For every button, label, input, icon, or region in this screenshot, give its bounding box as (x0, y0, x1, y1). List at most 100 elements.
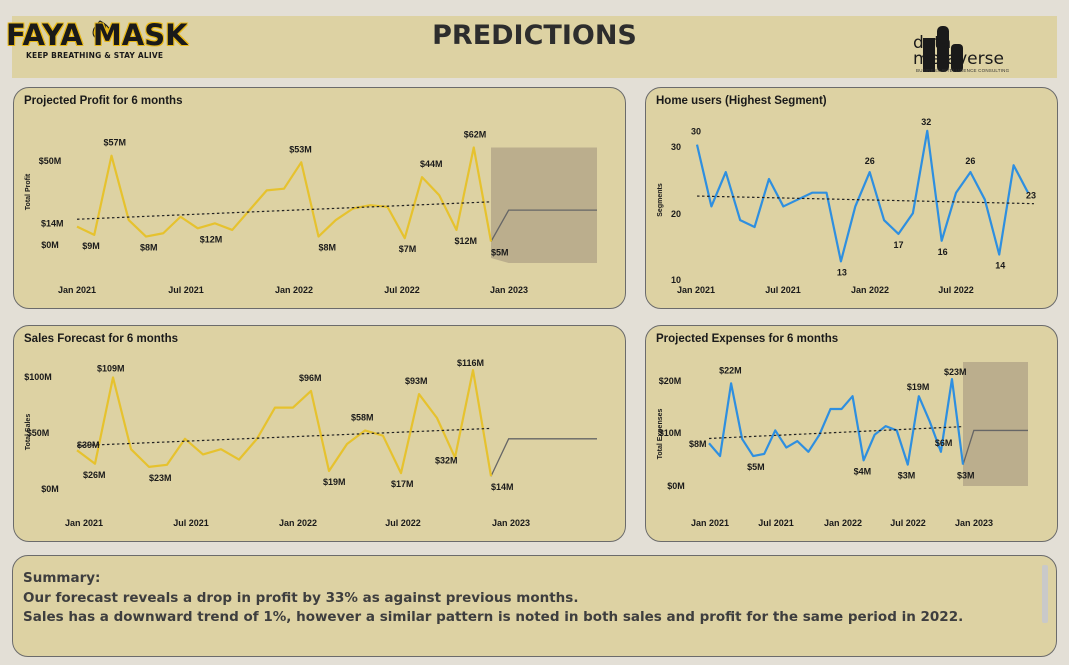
summary-heading: Summary: (23, 570, 101, 586)
data-label: 26 (965, 156, 975, 166)
x-tick-label: Jul 2022 (890, 518, 926, 528)
y-axis-title: Total Profit (25, 173, 32, 210)
expenses-chart: Total Expenses $0M $10M $20M Jan 2021 Jul 202… (657, 362, 1028, 528)
y-tick-label: $100M (24, 372, 52, 382)
profit-chart: Total Profit $0M $50M Jan 2021 Jul 2021 Jan 2… (25, 129, 597, 295)
data-label: $116M (457, 358, 484, 368)
data-label: $39M (77, 440, 100, 450)
data-label: $44M (420, 159, 443, 169)
data-label: $57M (104, 138, 127, 148)
data-label: $3M (957, 471, 975, 481)
data-label: $62M (464, 129, 487, 139)
y-tick-label: $10M (659, 428, 682, 438)
chart-title: Projected Expenses for 6 months (656, 333, 839, 345)
logo-tagline: KEEP BREATHING & STAY ALIVE (26, 51, 164, 60)
data-label: $93M (405, 376, 428, 386)
data-label: $19M (907, 382, 930, 392)
home-users-chart: Segments 10 20 30 Jan 2021 Jul 2021 Jan 2022 Ju… (657, 117, 1036, 295)
data-label: 32 (921, 117, 931, 127)
forecast-confidence-band (491, 147, 597, 263)
x-tick-label: Jan 2023 (490, 285, 528, 295)
forecast-line (962, 429, 1028, 465)
data-label: $8M (689, 439, 707, 449)
summary-line-2: Sales has a downward trend of 1%, howeve… (23, 609, 964, 625)
data-label: $58M (351, 412, 374, 422)
x-tick-label: Jan 2023 (955, 518, 993, 528)
logo-text: FAYA MASK (6, 18, 188, 52)
flame-icon (92, 20, 111, 41)
chart-title: Home users (Highest Segment) (656, 95, 827, 107)
profit-chart-panel: Projected Profit for 6 months Total Prof… (13, 87, 626, 309)
data-label: $12M (455, 236, 478, 246)
y-tick-label: $20M (659, 376, 682, 386)
summary-scrollbar[interactable] (1042, 565, 1048, 623)
x-tick-label: Jan 2022 (275, 285, 313, 295)
x-tick-label: Jan 2021 (677, 285, 715, 295)
data-label: 16 (938, 247, 948, 257)
data-label: 17 (893, 240, 903, 250)
data-label: $6M (935, 438, 953, 448)
data-label: $12M (200, 234, 223, 244)
summary-box: Summary: Our forecast reveals a drop in … (12, 555, 1057, 657)
x-tick-label: Jul 2022 (384, 285, 420, 295)
data-label: 26 (865, 156, 875, 166)
y-tick-label: $0M (41, 240, 59, 250)
x-tick-label: Jan 2022 (851, 285, 889, 295)
forecast-confidence-band (963, 362, 1028, 486)
y-tick-label: $0M (667, 481, 685, 491)
data-label: $9M (82, 241, 100, 251)
data-label: $17M (391, 479, 414, 489)
chart-title: Projected Profit for 6 months (24, 95, 183, 107)
data-label: $14M (491, 482, 514, 492)
logo-word-metaverse: metaverse (913, 49, 1004, 69)
series-line (76, 146, 493, 242)
x-tick-label: Jan 2021 (65, 518, 103, 528)
data-label: $32M (435, 456, 458, 466)
series-line (76, 369, 493, 477)
data-label: $8M (140, 243, 158, 253)
logo-word-data: data (913, 33, 952, 53)
data-label: $23M (944, 367, 967, 377)
y-axis-title: Total Expenses (657, 408, 664, 459)
x-tick-label: Jul 2021 (765, 285, 801, 295)
y-axis-title: Segments (657, 183, 664, 217)
data-label: $26M (83, 470, 106, 480)
x-tick-label: Jan 2023 (492, 518, 530, 528)
home-users-chart-panel: Home users (Highest Segment) Segments 10 2… (645, 87, 1058, 309)
x-tick-label: Jan 2022 (279, 518, 317, 528)
forecast-line (490, 438, 597, 477)
y-axis-title: Total Sales (25, 414, 32, 451)
series-line (708, 378, 965, 466)
data-label: $7M (399, 244, 417, 254)
y-tick-label: $0M (41, 484, 59, 494)
trend-line (76, 201, 492, 220)
sales-chart-panel: Sales Forecast for 6 months Total Sales $… (13, 325, 626, 542)
page-title: PREDICTIONS (432, 20, 637, 51)
data-label: $14M (41, 219, 64, 229)
data-label: $96M (299, 373, 322, 383)
sales-chart: Total Sales $0M $50M $100M Jan 2021 Jul 2021 J… (24, 358, 597, 528)
x-tick-label: Jan 2021 (691, 518, 729, 528)
x-tick-label: Jul 2021 (758, 518, 794, 528)
data-label: $109M (97, 363, 125, 373)
data-label: 23 (1026, 191, 1036, 201)
data-label: $23M (149, 473, 172, 483)
data-label: $5M (491, 248, 509, 258)
y-tick-label: 30 (671, 142, 681, 152)
x-tick-label: Jan 2022 (824, 518, 862, 528)
data-label: $19M (323, 477, 346, 487)
header-bar (12, 16, 1057, 78)
x-tick-label: Jul 2022 (938, 285, 974, 295)
series-line (695, 129, 1029, 263)
x-tick-label: Jul 2021 (173, 518, 209, 528)
chart-title: Sales Forecast for 6 months (24, 333, 179, 345)
trend-line (76, 427, 492, 447)
trend-line (708, 426, 964, 440)
logo-right-tagline: BUSINESS INTELLIGENCE CONSULTING (916, 68, 1010, 73)
x-tick-label: Jan 2021 (58, 285, 96, 295)
expenses-chart-panel: Projected Expenses for 6 months Total Ex… (645, 325, 1058, 542)
faya-mask-logo (6, 16, 206, 64)
data-label: 30 (691, 127, 701, 137)
y-tick-label: $50M (27, 428, 50, 438)
data-metaverse-logo-icon (923, 26, 963, 72)
